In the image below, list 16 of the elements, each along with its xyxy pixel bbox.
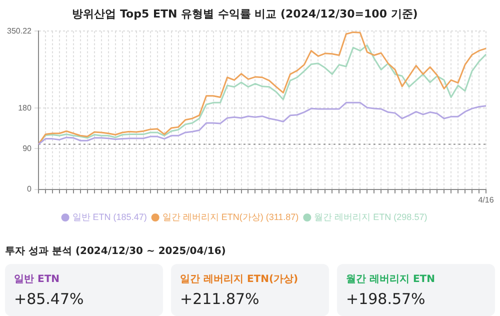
y-tick-label: 90 <box>22 144 32 153</box>
text: +198.57% <box>346 290 426 308</box>
category-label: 일간 레버리지 ETN(가상) <box>180 273 298 286</box>
category-label: 월간 레버리지 ETN <box>346 273 435 286</box>
category-label: 일반 ETN <box>14 273 61 286</box>
legend-label: 일간 레버리지 ETN(가상) (311.87) <box>162 212 299 222</box>
text: +211.87% <box>180 290 260 308</box>
legend-label: 월간 레버리지 ETN (298.57) <box>314 212 428 222</box>
y-tick-label: 0 <box>27 184 32 194</box>
y-tick-label: 180 <box>18 103 32 112</box>
x-tick-label: 4/16 <box>478 195 494 204</box>
text: +85.47% <box>14 290 84 308</box>
text: 투자 성과 분석 (2024/12/30 ~ 2025/04/16) <box>5 245 227 258</box>
y-tick-label: 350.22 <box>7 26 32 36</box>
chart-title: 방위산업 Top5 ETN 유형별 수익률 비교 (2024/12/30=100 기준) <box>72 7 418 20</box>
legend-label: 일반 ETN (185.47) <box>72 212 147 222</box>
